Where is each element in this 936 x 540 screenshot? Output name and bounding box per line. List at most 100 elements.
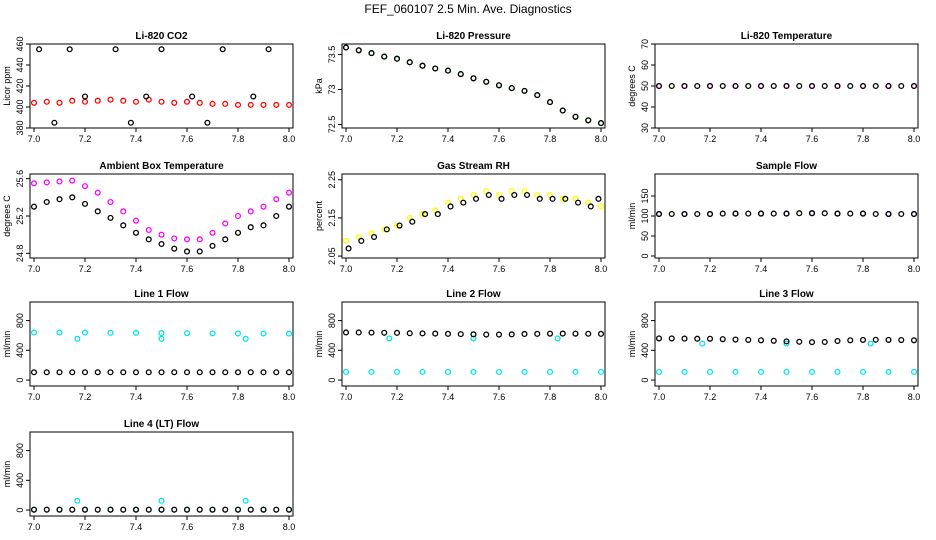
chart-panel: Gas Stream RH percent 7.0 7.2 7.4 7.6 7.8 8.0 2.… xyxy=(314,161,607,274)
x-tick-label: 7.0 xyxy=(340,264,353,274)
data-point-magenta xyxy=(171,235,178,242)
data-point-black xyxy=(745,210,752,217)
chart-title: Li-820 Temperature xyxy=(741,31,833,42)
data-point-cyan xyxy=(808,368,816,375)
data-point-black xyxy=(694,210,701,218)
data-point-black xyxy=(770,337,777,344)
data-point-black xyxy=(158,240,165,248)
data-point-black xyxy=(885,336,892,343)
chart-title: Line 1 Flow xyxy=(134,289,189,300)
y-tick-label: 400 xyxy=(15,473,25,488)
data-point-cyan xyxy=(132,329,140,336)
chart-panel: Line 2 Flow ml/min 7.0 7.2 7.4 7.6 7.8 8.0 0 400 8… xyxy=(314,289,607,402)
data-point-black xyxy=(745,82,752,90)
y-tick-label: 440 xyxy=(15,57,25,72)
data-point-cyan xyxy=(234,330,242,337)
data-point-red xyxy=(247,101,254,108)
plot-area xyxy=(655,335,918,375)
data-point-black xyxy=(470,75,477,82)
data-point-yellow xyxy=(597,203,605,210)
data-point-black xyxy=(821,338,828,346)
x-tick-label: 7.2 xyxy=(391,134,404,144)
data-point-black xyxy=(355,329,362,336)
data-point-black xyxy=(885,210,892,218)
data-point-cyan xyxy=(834,368,841,375)
y-tick-label: 73 xyxy=(327,84,337,94)
data-point-black xyxy=(508,331,515,338)
data-point-magenta xyxy=(285,189,293,196)
chart-title: Line 3 Flow xyxy=(759,289,814,300)
data-point-red xyxy=(260,101,267,108)
x-tick-label: 8.0 xyxy=(908,134,921,144)
data-point-black xyxy=(183,369,191,376)
data-point-black xyxy=(706,210,714,218)
data-point-cyan xyxy=(30,329,38,336)
y-tick-label: 800 xyxy=(15,313,25,328)
y-tick-label: 400 xyxy=(640,343,650,358)
data-point-black xyxy=(30,506,38,513)
data-point-red xyxy=(209,100,216,107)
data-point-black xyxy=(808,339,816,346)
data-point-black xyxy=(247,369,254,376)
data-point-black xyxy=(120,506,127,513)
y-tick-label: 40 xyxy=(640,102,650,112)
data-point-black xyxy=(498,195,505,202)
data-point-black xyxy=(796,210,803,217)
data-point-black xyxy=(732,82,739,90)
data-point-magenta xyxy=(247,208,254,215)
x-tick-label: 7.4 xyxy=(755,134,768,144)
data-point-black xyxy=(43,198,50,206)
data-point-black xyxy=(745,336,752,343)
data-point-black xyxy=(472,195,480,202)
data-point-red xyxy=(120,97,127,104)
x-tick-label: 7.4 xyxy=(130,134,143,144)
y-tick-label: 2.15 xyxy=(327,209,337,227)
data-point-black xyxy=(757,337,765,344)
x-tick-label: 7.6 xyxy=(493,134,506,144)
data-point-cyan xyxy=(285,330,293,337)
data-point-black xyxy=(145,236,152,243)
x-tick-label: 8.0 xyxy=(908,392,921,402)
data-point-black xyxy=(107,369,114,376)
data-point-cyan xyxy=(81,329,89,336)
data-point-black xyxy=(66,46,73,53)
data-point-black xyxy=(406,59,413,66)
data-point-red xyxy=(234,101,242,108)
data-point-black xyxy=(419,330,426,337)
data-point-black xyxy=(847,337,854,344)
data-point-black xyxy=(273,506,280,513)
data-point-black xyxy=(158,46,165,53)
data-point-black xyxy=(483,78,490,85)
data-point-black xyxy=(421,211,429,218)
data-point-black xyxy=(370,233,378,241)
x-tick-label: 8.0 xyxy=(595,134,608,144)
data-point-black xyxy=(234,369,242,376)
data-point-cyan xyxy=(209,330,216,337)
chart-panel: Ambient Box Temperature degrees C 7.0 7.2 7.… xyxy=(2,161,295,274)
data-point-black xyxy=(559,330,566,337)
plot-area xyxy=(342,44,605,127)
x-tick-label: 7.0 xyxy=(28,134,41,144)
data-point-black xyxy=(368,329,375,336)
data-point-cyan xyxy=(572,368,579,375)
data-point-red xyxy=(81,98,89,105)
data-point-black xyxy=(51,119,58,126)
data-point-black xyxy=(94,208,101,215)
y-tick-label: 0 xyxy=(327,378,337,383)
data-point-black xyxy=(145,506,152,513)
data-point-cyan-outliers xyxy=(554,335,561,342)
x-tick-label: 8.0 xyxy=(595,392,608,402)
data-point-black xyxy=(706,82,714,90)
data-point-black xyxy=(171,369,178,376)
data-point-cyan xyxy=(495,368,503,375)
y-axis-label: ml/min xyxy=(627,331,637,358)
data-point-black xyxy=(572,330,579,337)
data-point-black xyxy=(885,82,892,90)
data-point-black xyxy=(546,330,554,337)
y-tick-label: 800 xyxy=(327,313,337,328)
y-tick-label: 25.2 xyxy=(15,207,25,225)
data-point-black xyxy=(587,203,594,210)
data-point-yellow xyxy=(393,222,401,229)
data-point-magenta xyxy=(158,231,165,238)
